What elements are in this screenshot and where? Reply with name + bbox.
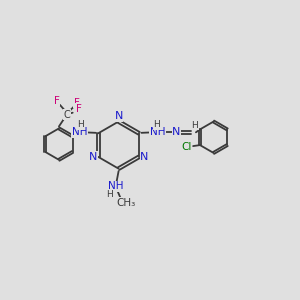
Text: H: H <box>106 190 113 199</box>
Text: H: H <box>192 121 198 130</box>
Text: F: F <box>54 96 60 106</box>
Text: F: F <box>76 104 82 114</box>
Text: C: C <box>63 110 70 120</box>
Text: NH: NH <box>150 127 165 137</box>
Text: H: H <box>77 121 84 130</box>
Text: N: N <box>114 111 123 121</box>
Text: H: H <box>153 121 160 130</box>
Text: N: N <box>140 152 148 162</box>
Text: N: N <box>172 127 181 137</box>
Text: F: F <box>74 98 80 108</box>
Text: NH: NH <box>72 127 87 137</box>
Text: N: N <box>88 152 97 162</box>
Text: NH: NH <box>108 181 123 191</box>
Text: CH₃: CH₃ <box>117 198 136 208</box>
Text: Cl: Cl <box>181 142 191 152</box>
